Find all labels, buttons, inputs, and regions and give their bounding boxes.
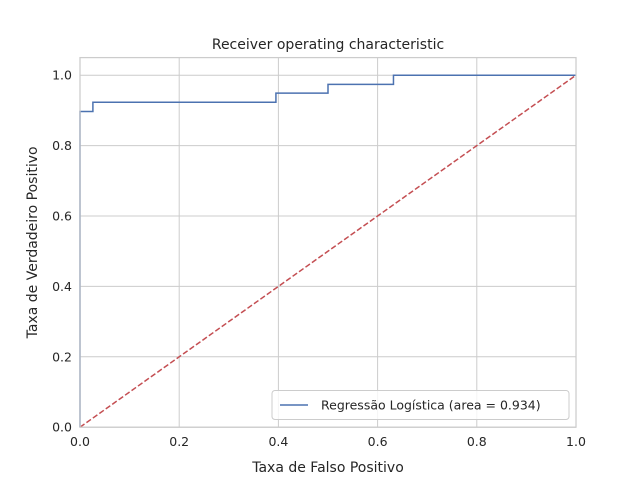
chart-title: Receiver operating characteristic — [212, 37, 444, 53]
y-tick-label: 1.0 — [52, 68, 72, 83]
roc-curve-line — [79, 74, 576, 428]
y-tick-label: 0.2 — [52, 349, 72, 364]
x-tick-label: 1.0 — [566, 434, 586, 449]
x-tick-label: 0.0 — [70, 434, 90, 449]
chance-diagonal-line — [79, 74, 577, 428]
legend-entry-label: Regressão Logística (area = 0.934) — [321, 398, 541, 413]
series-layer — [79, 74, 577, 428]
y-tick-label: 0.8 — [52, 138, 72, 153]
x-tick-label: 0.2 — [169, 434, 189, 449]
y-tick-label: 0.0 — [52, 420, 72, 435]
plot-frame — [79, 56, 577, 428]
tick-labels: 0.0 0.2 0.4 0.6 0.8 1.0 0.0 0.2 0.4 0.6 0.8 1.0 — [52, 68, 586, 450]
x-tick-label: 0.6 — [368, 434, 388, 449]
y-tick-label: 0.6 — [52, 209, 72, 224]
x-tick-label: 0.8 — [467, 434, 487, 449]
legend: Regressão Logística (area = 0.934) — [271, 390, 570, 420]
legend-box — [271, 390, 570, 420]
x-tick-label: 0.4 — [268, 434, 288, 449]
y-axis-label: Taxa de Verdadeiro Positivo — [25, 146, 41, 339]
y-tick-label: 0.4 — [52, 279, 72, 294]
plot-background — [80, 57, 576, 428]
x-axis-label: Taxa de Falso Positivo — [251, 460, 404, 476]
